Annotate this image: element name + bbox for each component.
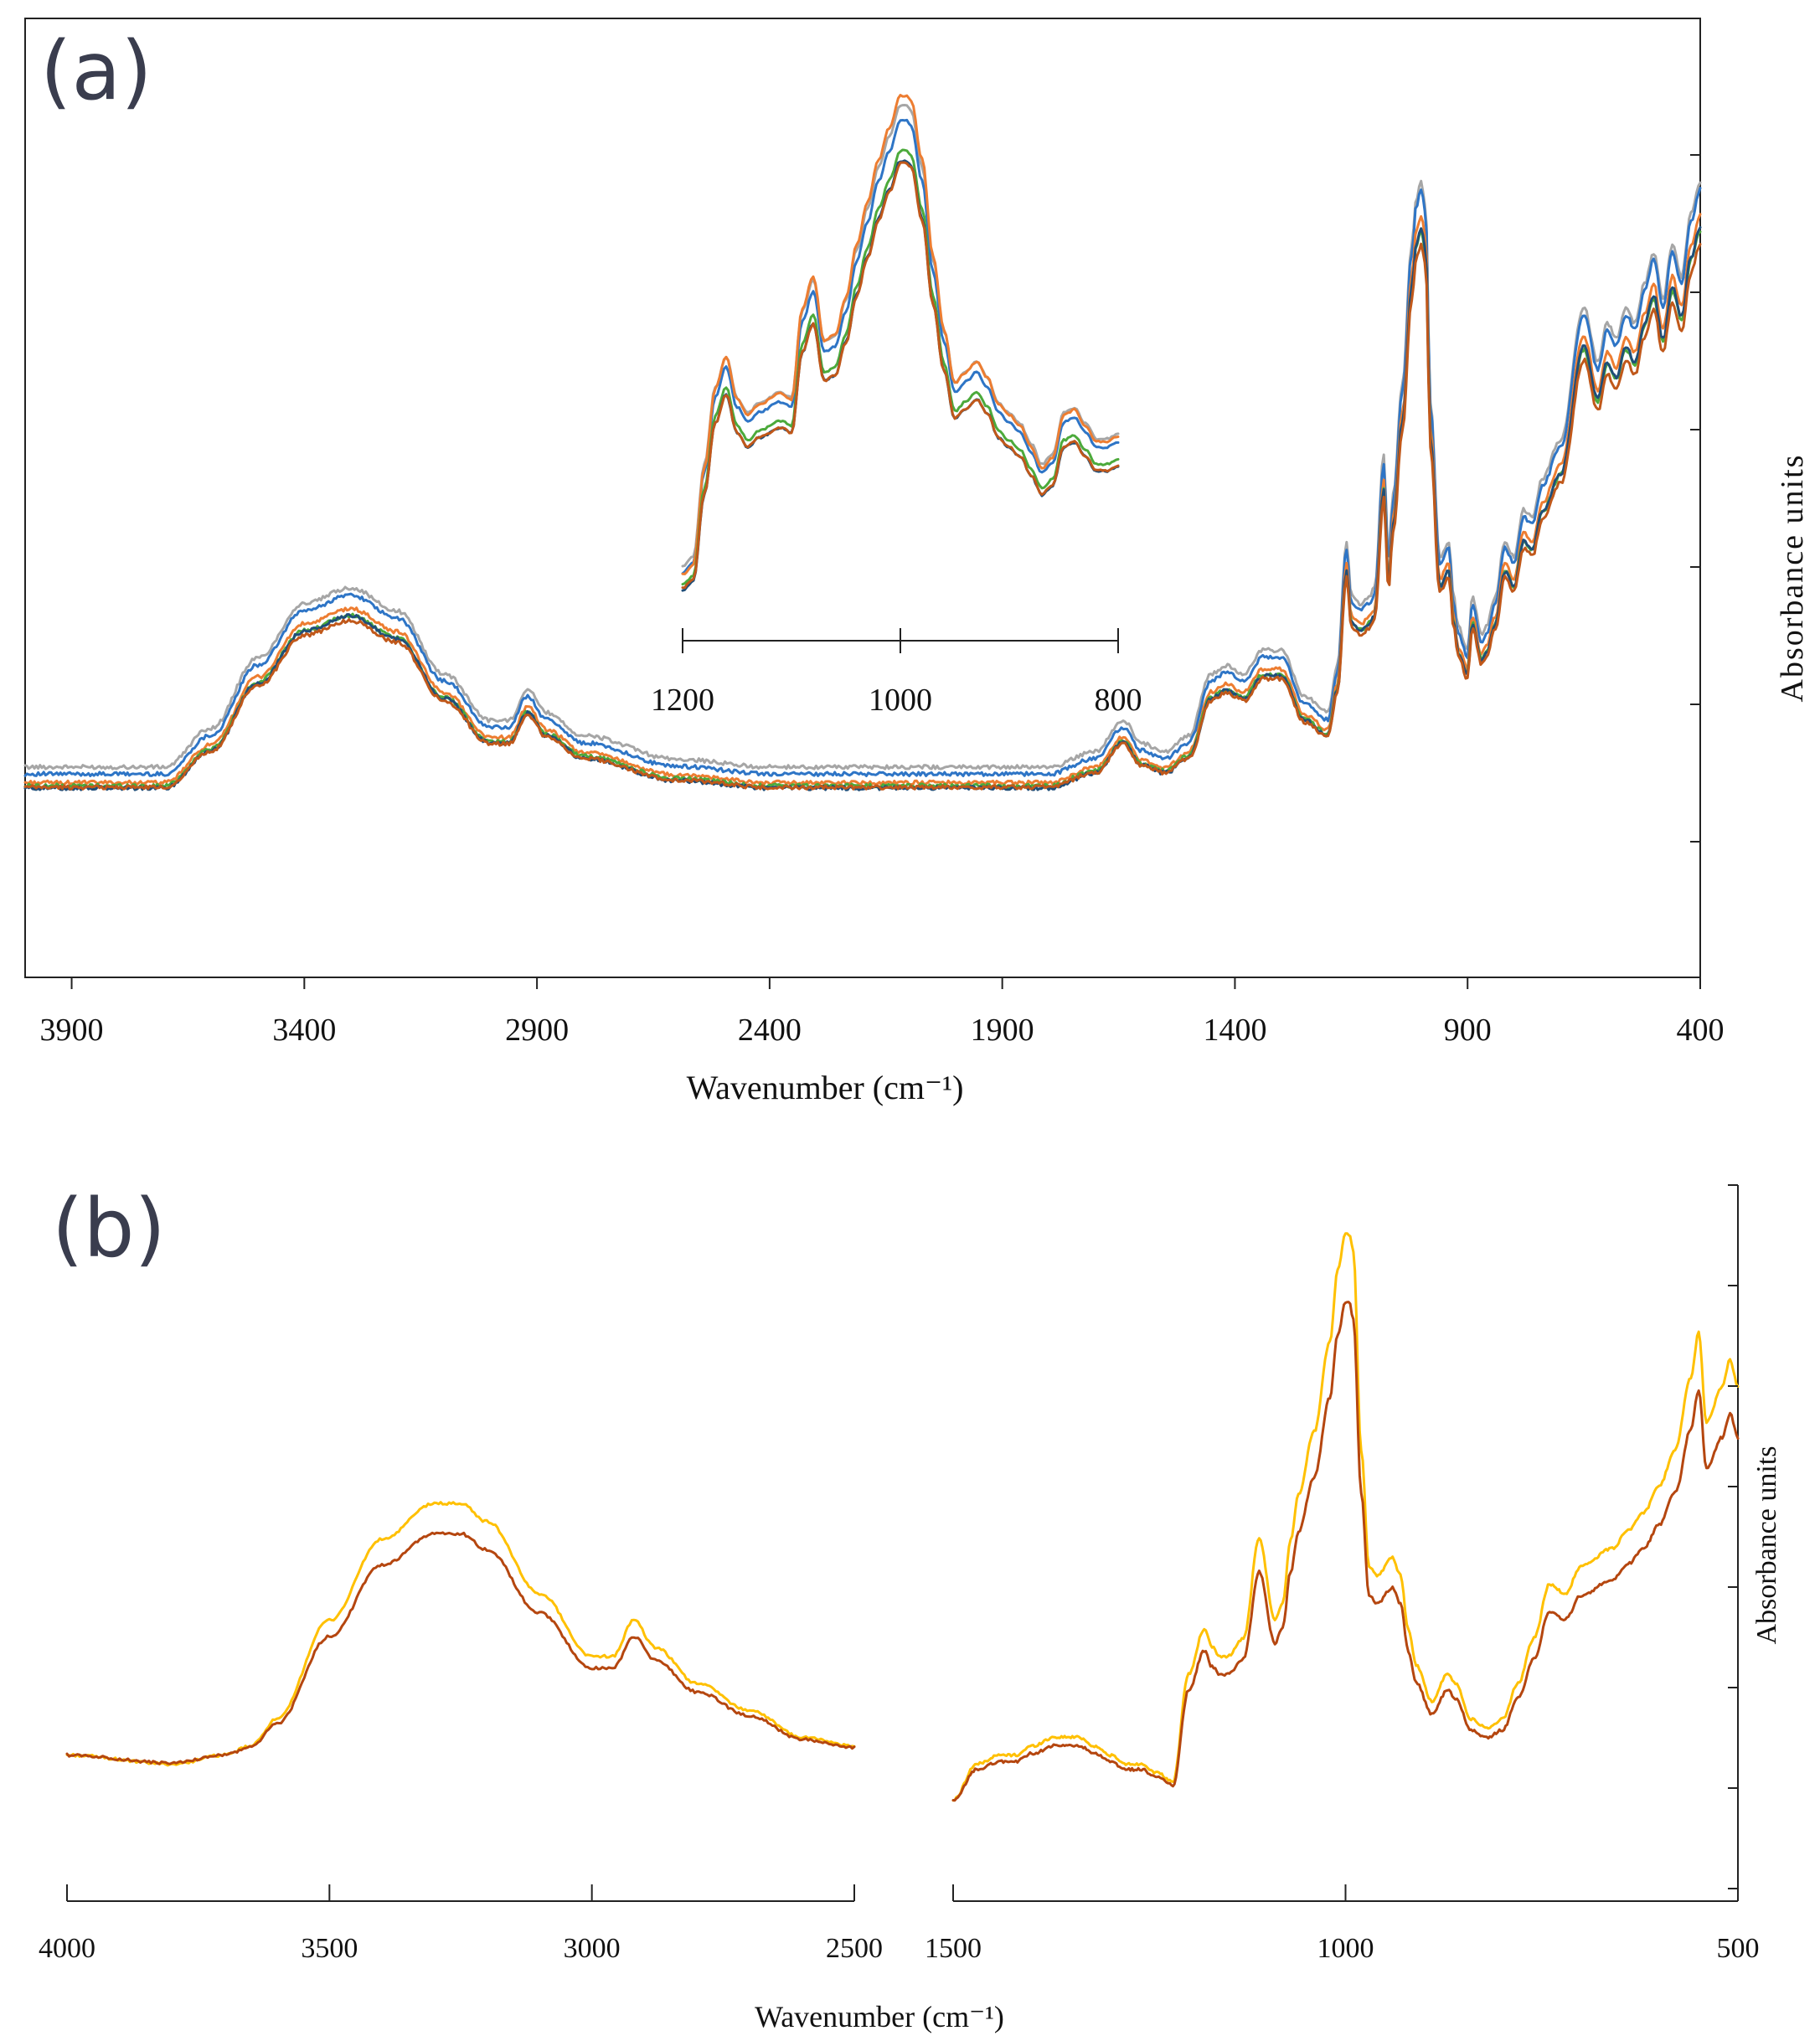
inset-x-tick-label: 1000 (869, 683, 932, 718)
panel-a-x-tick-label: 2900 (505, 1013, 569, 1048)
panel-a-x-tick-label: 3900 (40, 1013, 104, 1048)
inset-series-dark-blue (681, 159, 1120, 592)
inset-series-orange (681, 94, 1120, 575)
panel-a-x-tick-label: 2400 (738, 1013, 802, 1048)
inset-x-tick-label: 800 (1095, 683, 1142, 718)
panel-a-series-orange (23, 213, 1702, 786)
panel-b-series-yellow-segment-2 (951, 1232, 1740, 1802)
panel-b-series-brown-segment-1 (65, 1531, 856, 1765)
inset-x-ticks: 1200 1000 800 (651, 628, 1142, 718)
panel-b-x-tick-label: 500 (1717, 1933, 1760, 1964)
inset-series-group (681, 94, 1120, 592)
panel-b-x-tick-label: 4000 (39, 1933, 95, 1964)
inset-series-brown (681, 161, 1120, 590)
panel-a-x-tick-label: 900 (1444, 1013, 1492, 1048)
panel-a-y-ticks (1690, 154, 1700, 843)
panel-b-series-brown-segment-2 (951, 1301, 1740, 1802)
inset-series-grey (681, 104, 1120, 568)
panel-a-x-axis-title: Wavenumber (cm⁻¹) (687, 1069, 964, 1106)
panel-a-inset: 1200 1000 800 (651, 94, 1142, 718)
panel-a: (a) 3900 3400 2900 2400 1900 1400 900 400 Waven… (23, 18, 1810, 1106)
panel-a-series-brown (23, 242, 1702, 791)
panel-b-x-tick-label: 1000 (1317, 1933, 1374, 1964)
panel-a-x-tick-label: 3400 (272, 1013, 336, 1048)
inset-x-tick-label: 1200 (651, 683, 714, 718)
panel-a-series-group (23, 179, 1702, 791)
panel-b-series-group (65, 1232, 1740, 1802)
panel-a-plot-frame (24, 18, 1701, 978)
panel-b: (b) 4000 3500 3000 2500 1500 1000 500 Wavenumb… (39, 1182, 1782, 2033)
panel-a-x-ticks: 3900 3400 2900 2400 1900 1400 900 400 (40, 977, 1725, 1048)
panel-b-series-yellow-segment-1 (65, 1501, 856, 1767)
panel-b-label: (b) (52, 1182, 166, 1276)
panel-b-y-axis-title: Absorbance units (1751, 1446, 1782, 1644)
panel-a-series-green (23, 227, 1702, 789)
panel-b-y-ticks (1728, 1184, 1738, 1889)
panel-b-x-tick-label: 2500 (826, 1933, 883, 1964)
panel-b-x-tick-label: 3500 (301, 1933, 358, 1964)
panel-b-x-tick-label: 3000 (564, 1933, 621, 1964)
panel-a-x-tick-label: 400 (1677, 1013, 1725, 1048)
inset-series-green (681, 148, 1120, 586)
panel-b-x-tick-label: 1500 (925, 1933, 982, 1964)
panel-a-series-blue (23, 187, 1702, 777)
panel-b-x-ticks: 4000 3500 3000 2500 1500 1000 500 (39, 1884, 1760, 1964)
inset-series-blue (681, 118, 1120, 575)
panel-a-label: (a) (40, 24, 152, 118)
panel-a-series-dark-blue (23, 226, 1702, 791)
panel-a-series-grey (23, 179, 1702, 771)
panel-a-x-tick-label: 1400 (1203, 1013, 1266, 1048)
panel-a-y-axis-title: Absorbance units (1775, 454, 1810, 703)
panel-b-x-axis-title: Wavenumber (cm⁻¹) (755, 2000, 1004, 2033)
panel-a-x-tick-label: 1900 (971, 1013, 1034, 1048)
